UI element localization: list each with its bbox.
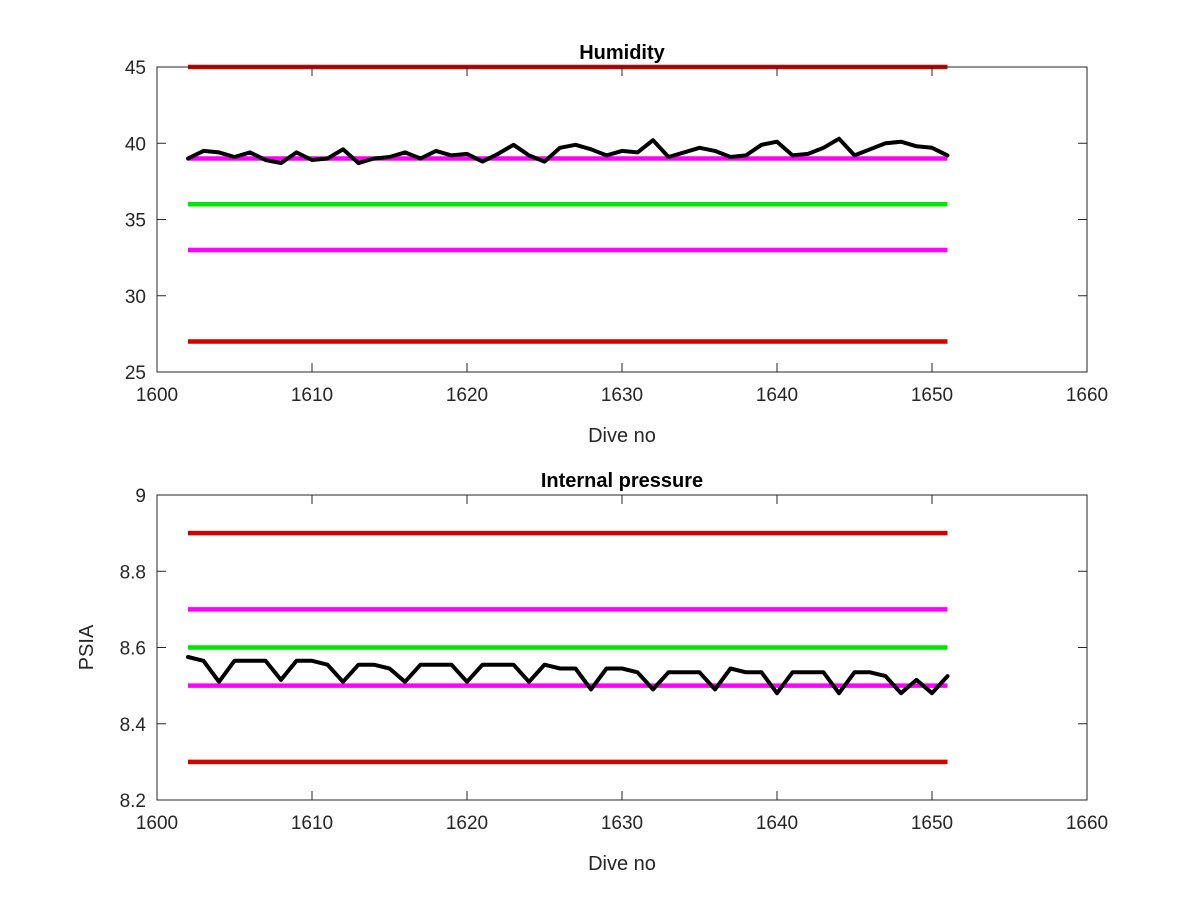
y-tick-label: 25 (125, 363, 146, 384)
chart-2: 1600 1610 1620 1630 1640 1650 1660 8.2 8.4 8.6 8.8… (76, 470, 1108, 875)
x-tick-label: 1650 (911, 813, 953, 834)
y-tick-label: 8.6 (120, 639, 146, 660)
y-tick-label: 8.4 (120, 715, 147, 736)
chart-title: Internal pressure (541, 470, 703, 492)
x-tick-label: 1610 (291, 385, 333, 406)
y-tick-label: 35 (125, 211, 146, 232)
x-tick-label: 1620 (446, 385, 488, 406)
x-tick-label: 1660 (1066, 385, 1108, 406)
x-tick-label: 1640 (756, 385, 798, 406)
x-tick-label: 1630 (601, 385, 643, 406)
y-tick-label: 8.8 (120, 562, 146, 583)
x-tick-label: 1610 (291, 813, 333, 834)
y-tick-label: 9 (135, 486, 146, 507)
x-tick-label: 1620 (446, 813, 488, 834)
x-tick-label: 1600 (136, 813, 178, 834)
x-tick-label: 1600 (136, 385, 178, 406)
plot-area (157, 67, 1087, 372)
x-tick-label: 1640 (756, 813, 798, 834)
data-series-1 (186, 655, 950, 696)
y-tick-label: 45 (125, 58, 146, 79)
x-axis-label: Dive no (588, 853, 656, 875)
x-tick-label: 1650 (911, 385, 953, 406)
data-series-1 (186, 136, 950, 166)
y-tick-label: 30 (125, 287, 146, 308)
y-axis-label: PSIA (76, 624, 98, 670)
y-tick-label: 40 (125, 134, 146, 155)
chart-title: Humidity (579, 42, 665, 64)
y-tick-label: 8.2 (120, 791, 146, 812)
x-tick-label: 1660 (1066, 813, 1108, 834)
x-axis-label: Dive no (588, 425, 656, 447)
chart-1: 1600 1610 1620 1630 1640 1650 1660 25 30 35 40 45 Hu… (125, 42, 1108, 447)
x-tick-label: 1630 (601, 813, 643, 834)
